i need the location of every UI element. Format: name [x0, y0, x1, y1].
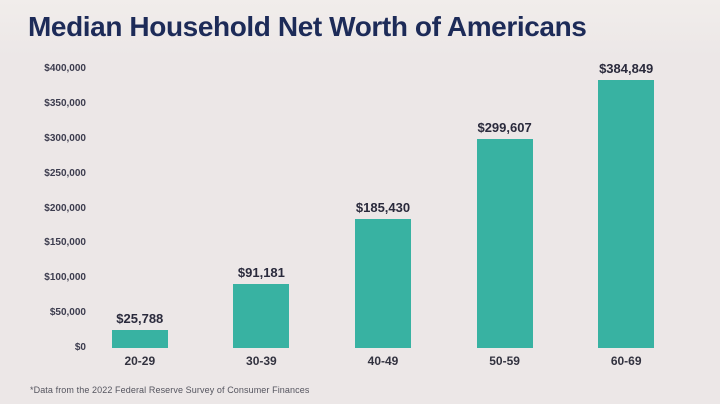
x-axis-label: 60-69 [610, 354, 642, 368]
bar [476, 139, 533, 348]
bar-value-label: $25,788 [116, 311, 164, 326]
bar [598, 79, 655, 348]
y-tick-label: $200,000 [44, 202, 86, 214]
bar-value-label: $299,607 [477, 120, 532, 135]
bar [111, 330, 168, 348]
x-axis-label: 50-59 [489, 354, 520, 368]
bar-value-label: $384,849 [599, 60, 654, 76]
y-tick-label: $300,000 [44, 132, 86, 144]
bar-group: $384,849 [566, 61, 686, 348]
bar-value-label: $185,430 [355, 199, 411, 215]
y-tick-label: $50,000 [49, 307, 86, 319]
y-tick-label: $100,000 [44, 272, 86, 284]
x-axis-label: 30-39 [246, 354, 277, 368]
bar-group: $299,607 [445, 120, 565, 348]
y-tick-label: $150,000 [44, 237, 86, 249]
y-tick-label: $400,000 [44, 63, 86, 74]
bar-group: $25,788 [80, 311, 200, 348]
chart-title: Median Household Net Worth of Americans [28, 11, 587, 42]
footnote: *Data from the 2022 Federal Reserve Surv… [30, 385, 310, 395]
bar-value-label: $91,181 [237, 265, 285, 281]
y-tick-label: $250,000 [44, 167, 86, 179]
x-axis-label: 40-49 [367, 354, 399, 368]
bar [233, 284, 290, 348]
bar-group: $185,430 [323, 200, 443, 348]
bar [355, 218, 411, 348]
y-tick-label: $350,000 [44, 97, 86, 109]
y-tick-label: $0 [74, 342, 86, 353]
x-axis-label: 20-29 [124, 354, 156, 368]
plot-area: $25,788 20-29 $91,181 30-39 $185,430 40-49 $29… [79, 61, 687, 368]
bar-group: $91,181 [201, 265, 321, 348]
